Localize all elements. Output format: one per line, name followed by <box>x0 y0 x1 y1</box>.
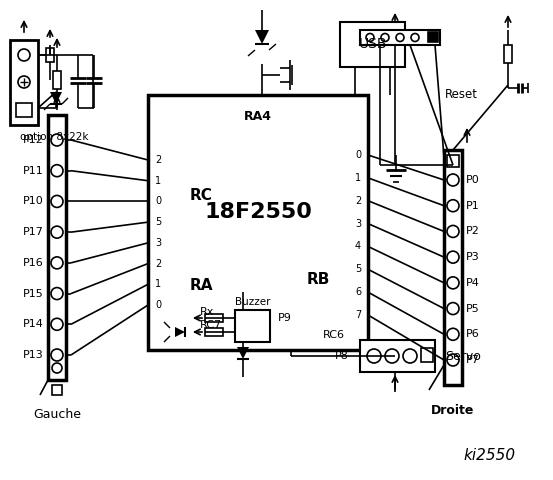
Bar <box>235 310 270 342</box>
Circle shape <box>447 302 459 314</box>
Text: 7: 7 <box>355 310 361 320</box>
Bar <box>504 45 512 63</box>
Text: P1: P1 <box>466 201 480 211</box>
Circle shape <box>366 34 374 41</box>
Text: 3: 3 <box>355 218 361 228</box>
Text: P12: P12 <box>23 135 44 145</box>
Circle shape <box>385 349 399 363</box>
Text: 3: 3 <box>155 238 161 248</box>
Text: RC: RC <box>190 188 213 203</box>
Circle shape <box>52 363 62 373</box>
Circle shape <box>51 288 63 300</box>
Text: Droite: Droite <box>431 404 474 417</box>
Text: P11: P11 <box>23 166 44 176</box>
Text: P10: P10 <box>23 196 44 206</box>
Polygon shape <box>255 30 269 44</box>
Text: 2: 2 <box>155 155 161 165</box>
Text: P4: P4 <box>466 278 480 288</box>
Circle shape <box>51 318 63 330</box>
Text: P14: P14 <box>23 319 44 329</box>
Circle shape <box>411 34 419 41</box>
Circle shape <box>447 354 459 366</box>
Text: 1: 1 <box>355 173 361 183</box>
Text: 1: 1 <box>155 176 161 186</box>
Text: P17: P17 <box>23 227 44 237</box>
Polygon shape <box>50 92 62 104</box>
Text: RC6: RC6 <box>323 330 345 340</box>
Bar <box>10 40 38 125</box>
Circle shape <box>51 257 63 269</box>
Text: 1: 1 <box>155 279 161 289</box>
Text: P16: P16 <box>23 258 44 268</box>
Bar <box>48 115 66 380</box>
Circle shape <box>447 277 459 289</box>
Text: 6: 6 <box>355 287 361 297</box>
Bar <box>340 22 405 67</box>
Bar <box>16 103 32 117</box>
Circle shape <box>51 349 63 361</box>
Bar <box>421 348 433 362</box>
Text: 5: 5 <box>355 264 361 274</box>
Text: 0: 0 <box>155 196 161 206</box>
Text: P3: P3 <box>466 252 480 262</box>
Text: P8: P8 <box>335 351 349 361</box>
Circle shape <box>367 349 381 363</box>
Text: Rx: Rx <box>200 307 215 317</box>
Circle shape <box>447 174 459 186</box>
Text: Gauche: Gauche <box>33 408 81 421</box>
Text: P5: P5 <box>466 303 480 313</box>
Text: 2: 2 <box>155 259 161 269</box>
Bar <box>53 71 61 89</box>
Text: option 8x22k: option 8x22k <box>20 132 88 142</box>
Text: Servo: Servo <box>445 349 481 362</box>
Circle shape <box>18 49 30 61</box>
Text: RA4: RA4 <box>244 110 272 123</box>
Text: RA: RA <box>190 277 213 292</box>
Bar <box>444 150 462 385</box>
Circle shape <box>18 76 30 88</box>
Text: 0: 0 <box>355 150 361 160</box>
Text: P2: P2 <box>466 227 480 237</box>
Text: P6: P6 <box>466 329 480 339</box>
Circle shape <box>396 34 404 41</box>
Polygon shape <box>237 347 249 359</box>
Circle shape <box>51 134 63 146</box>
Text: Buzzer: Buzzer <box>235 297 270 307</box>
Bar <box>447 155 459 167</box>
Text: Reset: Reset <box>445 88 478 101</box>
Circle shape <box>51 226 63 238</box>
Text: 4: 4 <box>355 241 361 252</box>
Circle shape <box>447 328 459 340</box>
Polygon shape <box>175 327 185 337</box>
Bar <box>205 328 223 336</box>
Circle shape <box>381 34 389 41</box>
Bar <box>52 385 62 395</box>
Circle shape <box>51 195 63 207</box>
Text: 2: 2 <box>355 196 361 206</box>
Text: P0: P0 <box>466 175 480 185</box>
Bar <box>205 314 223 322</box>
Text: 5: 5 <box>155 217 161 227</box>
Bar <box>46 48 54 62</box>
Circle shape <box>447 226 459 238</box>
Text: P15: P15 <box>23 288 44 299</box>
Circle shape <box>447 251 459 263</box>
Bar <box>360 30 440 45</box>
Bar <box>360 340 435 372</box>
Bar <box>148 95 368 350</box>
Text: P9: P9 <box>278 313 292 323</box>
Text: P7: P7 <box>466 355 480 365</box>
Bar <box>428 32 438 42</box>
Text: 0: 0 <box>155 300 161 310</box>
Text: RC7: RC7 <box>200 320 222 330</box>
Circle shape <box>51 165 63 177</box>
Circle shape <box>403 349 417 363</box>
Text: USB: USB <box>358 37 387 51</box>
Text: P13: P13 <box>23 350 44 360</box>
Text: ki2550: ki2550 <box>464 447 516 463</box>
Circle shape <box>447 200 459 212</box>
Text: RB: RB <box>306 273 330 288</box>
Text: 18F2550: 18F2550 <box>204 203 312 223</box>
